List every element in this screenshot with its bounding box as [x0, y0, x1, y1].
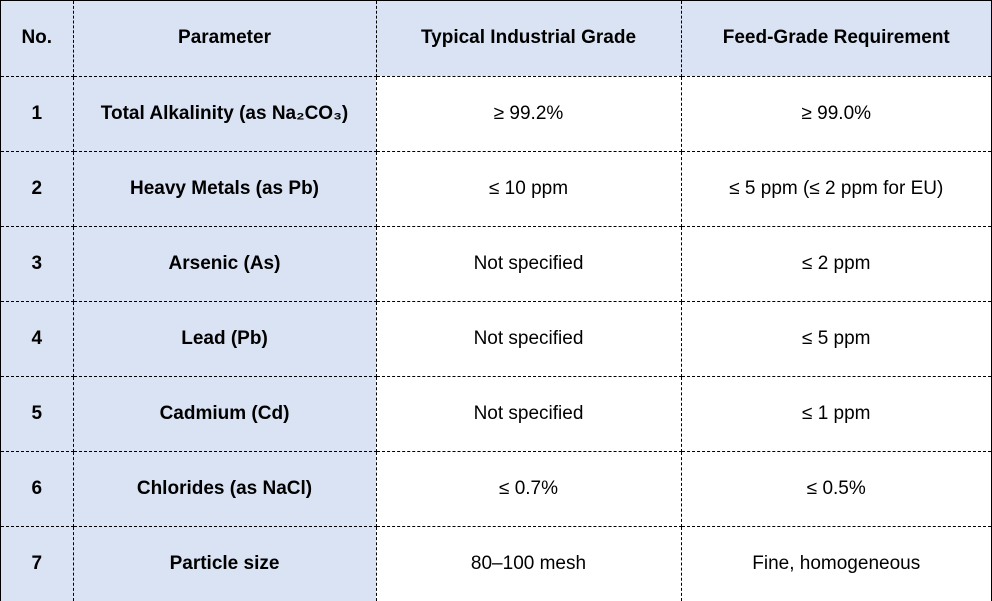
table-row: 2 Heavy Metals (as Pb) ≤ 10 ppm ≤ 5 ppm …: [1, 150, 991, 227]
header-parameter: Parameter: [72, 1, 377, 77]
row-feed-value: ≥ 99.0%: [680, 75, 991, 152]
row-industrial-value: ≤ 0.7%: [375, 450, 682, 527]
row-feed-value: ≤ 1 ppm: [680, 375, 991, 452]
header-feed-grade: Feed-Grade Requirement: [680, 1, 991, 77]
row-industrial-value: Not specified: [375, 225, 682, 302]
row-parameter: Chlorides (as NaCl): [72, 450, 377, 527]
table-row: 4 Lead (Pb) Not specified ≤ 5 ppm: [1, 300, 991, 377]
row-feed-value: Fine, homogeneous: [680, 525, 991, 601]
row-parameter: Lead (Pb): [72, 300, 377, 377]
table-row: 3 Arsenic (As) Not specified ≤ 2 ppm: [1, 225, 991, 302]
row-industrial-value: 80–100 mesh: [375, 525, 682, 601]
row-feed-value: ≤ 2 ppm: [680, 225, 991, 302]
row-feed-value: ≤ 0.5%: [680, 450, 991, 527]
row-parameter: Particle size: [72, 525, 377, 601]
row-number: 3: [1, 225, 74, 302]
row-feed-value: ≤ 5 ppm (≤ 2 ppm for EU): [680, 150, 991, 227]
row-industrial-value: Not specified: [375, 375, 682, 452]
table-row: 7 Particle size 80–100 mesh Fine, homoge…: [1, 525, 991, 601]
row-number: 5: [1, 375, 74, 452]
row-industrial-value: ≥ 99.2%: [375, 75, 682, 152]
header-no: No.: [1, 1, 74, 77]
row-number: 6: [1, 450, 74, 527]
row-parameter: Total Alkalinity (as Na₂CO₃): [72, 75, 377, 152]
row-number: 4: [1, 300, 74, 377]
row-industrial-value: Not specified: [375, 300, 682, 377]
row-parameter: Arsenic (As): [72, 225, 377, 302]
header-industrial-grade: Typical Industrial Grade: [375, 1, 682, 77]
row-number: 1: [1, 75, 74, 152]
row-feed-value: ≤ 5 ppm: [680, 300, 991, 377]
table-row: 5 Cadmium (Cd) Not specified ≤ 1 ppm: [1, 375, 991, 452]
table-row: 6 Chlorides (as NaCl) ≤ 0.7% ≤ 0.5%: [1, 450, 991, 527]
table-row: 1 Total Alkalinity (as Na₂CO₃) ≥ 99.2% ≥…: [1, 75, 991, 152]
row-number: 2: [1, 150, 74, 227]
table-header-row: No. Parameter Typical Industrial Grade F…: [1, 1, 991, 77]
row-parameter: Heavy Metals (as Pb): [72, 150, 377, 227]
row-industrial-value: ≤ 10 ppm: [375, 150, 682, 227]
row-parameter: Cadmium (Cd): [72, 375, 377, 452]
row-number: 7: [1, 525, 74, 601]
